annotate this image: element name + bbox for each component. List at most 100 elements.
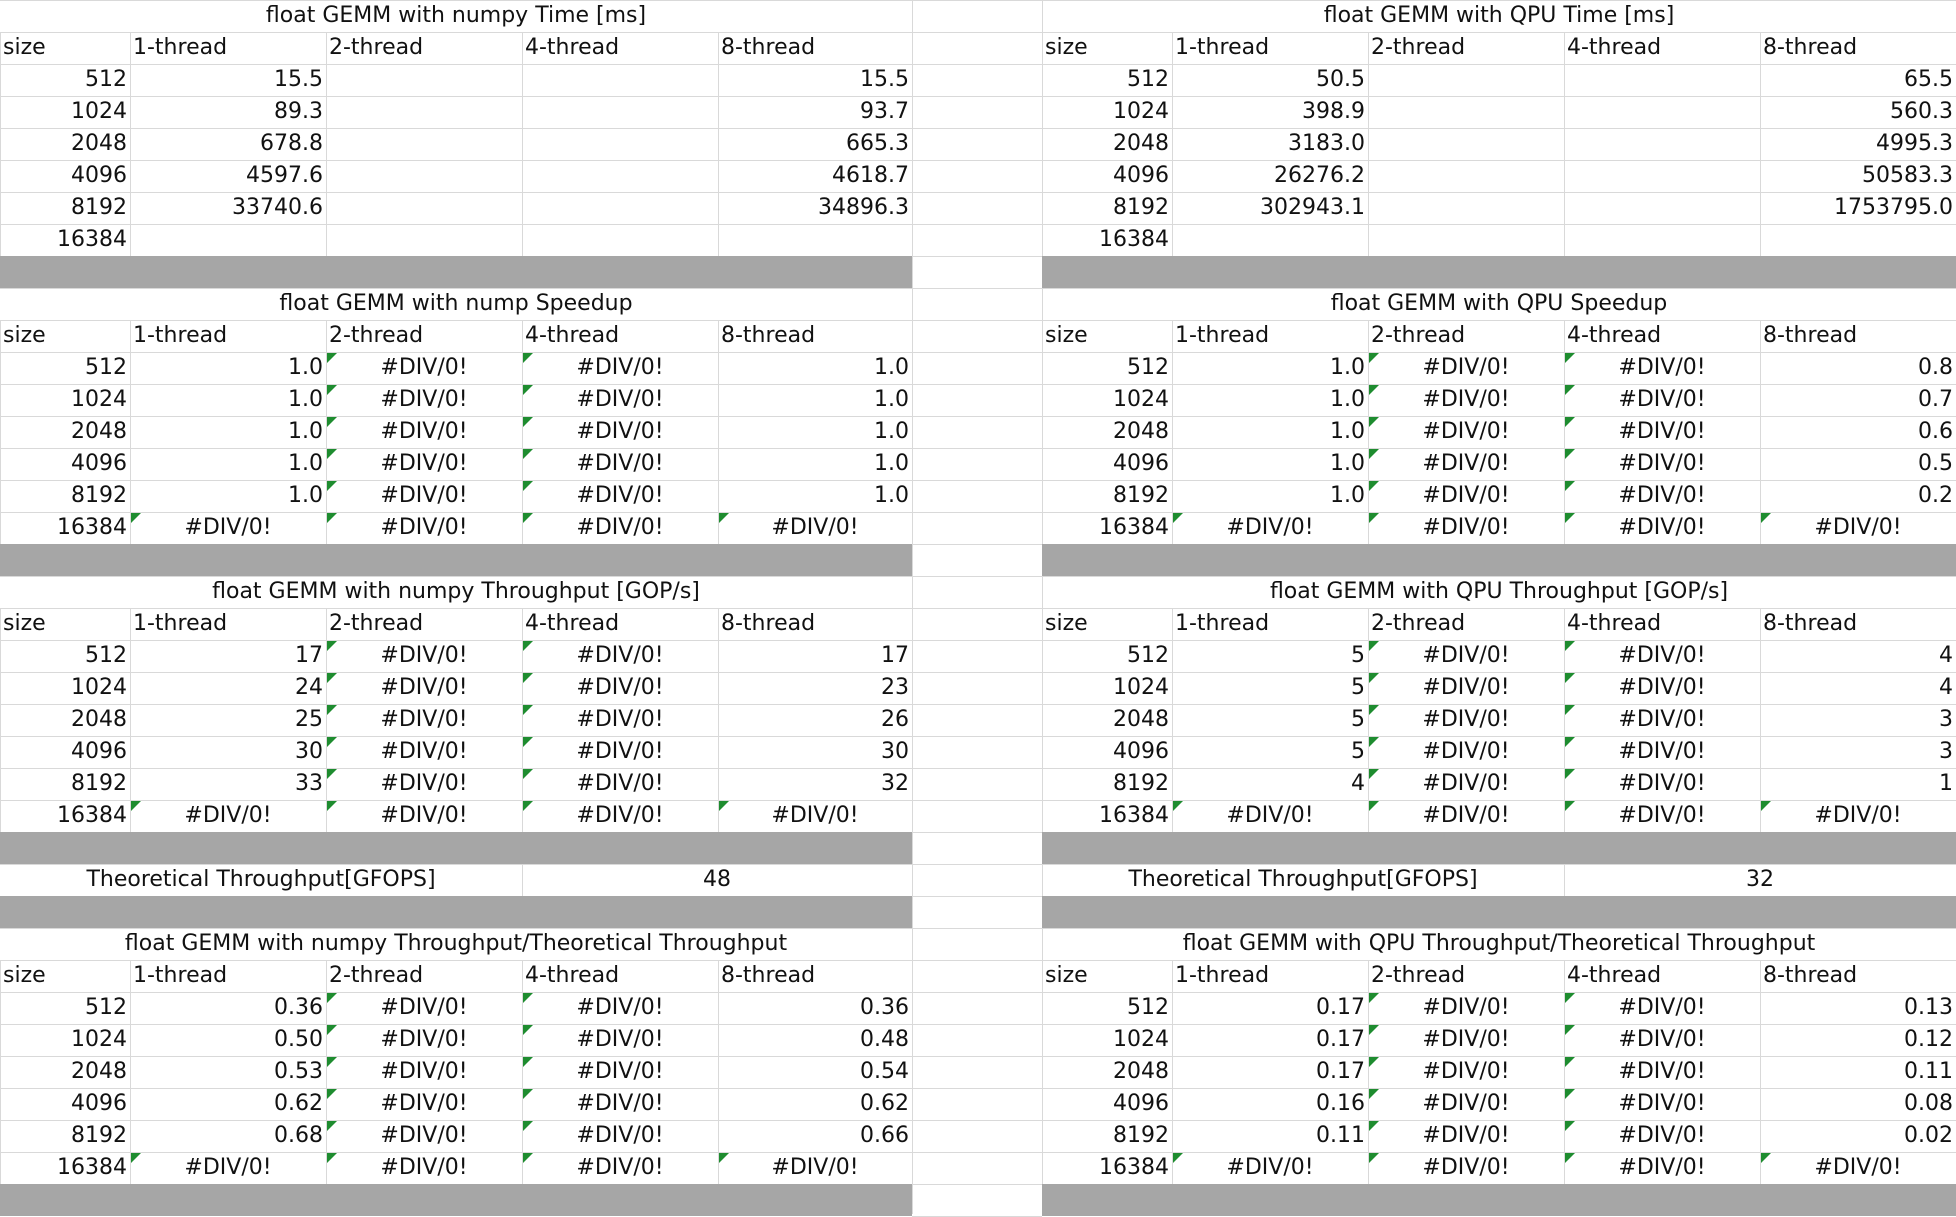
right-time-size-cell[interactable]: 2048 xyxy=(1113,131,1169,156)
right-speedup-value-cell[interactable]: 1.0 xyxy=(1330,451,1365,476)
right-ratio-value-cell[interactable]: 0.16 xyxy=(1316,1091,1365,1116)
right-throughput-header-2[interactable]: 2-thread xyxy=(1371,611,1466,636)
right-time-value-cell[interactable]: 50583.3 xyxy=(1862,163,1953,188)
left-ratio-value-cell[interactable]: #DIV/0! xyxy=(576,1059,664,1084)
right-ratio-value-cell[interactable]: #DIV/0! xyxy=(1422,1123,1510,1148)
left-time-value-cell[interactable]: 665.3 xyxy=(846,131,909,156)
left-time-header-3[interactable]: 4-thread xyxy=(525,35,620,60)
right-ratio-size-cell[interactable]: 2048 xyxy=(1113,1059,1169,1084)
right-speedup-value-cell[interactable]: #DIV/0! xyxy=(1618,451,1706,476)
left-time-value-cell[interactable]: 33740.6 xyxy=(232,195,323,220)
left-time-size-cell[interactable]: 16384 xyxy=(57,227,127,252)
right-throughput-value-cell[interactable]: #DIV/0! xyxy=(1422,643,1510,668)
left-speedup-value-cell[interactable]: #DIV/0! xyxy=(576,451,664,476)
right-ratio-value-cell[interactable]: 0.17 xyxy=(1316,995,1365,1020)
right-time-value-cell[interactable] xyxy=(1368,160,1564,192)
right-throughput-size-cell[interactable]: 512 xyxy=(1127,643,1169,668)
left-ratio-size-cell[interactable]: 16384 xyxy=(57,1155,127,1180)
right-throughput-value-cell[interactable]: #DIV/0! xyxy=(1226,803,1314,828)
right-speedup-value-cell[interactable]: 0.8 xyxy=(1918,355,1953,380)
right-speedup-size-cell[interactable]: 4096 xyxy=(1113,451,1169,476)
right-throughput-value-cell[interactable]: 5 xyxy=(1351,643,1365,668)
left-speedup-value-cell[interactable]: #DIV/0! xyxy=(771,515,859,540)
right-throughput-value-cell[interactable]: #DIV/0! xyxy=(1422,675,1510,700)
left-speedup-value-cell[interactable]: 1.0 xyxy=(874,451,909,476)
right-speedup-value-cell[interactable]: 0.6 xyxy=(1918,419,1953,444)
left-time-value-cell[interactable]: 93.7 xyxy=(860,99,909,124)
right-ratio-value-cell[interactable]: 0.11 xyxy=(1904,1059,1953,1084)
right-throughput-value-cell[interactable]: #DIV/0! xyxy=(1618,707,1706,732)
right-time-value-cell[interactable]: 26276.2 xyxy=(1274,163,1365,188)
left-time-size-cell[interactable]: 8192 xyxy=(71,195,127,220)
left-theoretical-label[interactable]: Theoretical Throughput[GFOPS] xyxy=(86,867,436,892)
right-speedup-header-2[interactable]: 2-thread xyxy=(1371,323,1466,348)
right-time-value-cell[interactable]: 398.9 xyxy=(1302,99,1365,124)
left-time-value-cell[interactable] xyxy=(326,224,522,256)
left-throughput-value-cell[interactable]: 25 xyxy=(295,707,323,732)
left-throughput-value-cell[interactable]: 26 xyxy=(881,707,909,732)
left-ratio-value-cell[interactable]: #DIV/0! xyxy=(576,1155,664,1180)
left-speedup-value-cell[interactable]: #DIV/0! xyxy=(380,387,468,412)
right-speedup-value-cell[interactable]: 0.7 xyxy=(1918,387,1953,412)
right-throughput-size-cell[interactable]: 2048 xyxy=(1113,707,1169,732)
right-ratio-header-2[interactable]: 2-thread xyxy=(1371,963,1466,988)
left-speedup-size-cell[interactable]: 16384 xyxy=(57,515,127,540)
left-time-value-cell[interactable] xyxy=(522,224,718,256)
left-throughput-value-cell[interactable]: 24 xyxy=(295,675,323,700)
right-time-size-cell[interactable]: 4096 xyxy=(1113,163,1169,188)
left-throughput-value-cell[interactable]: 23 xyxy=(881,675,909,700)
right-speedup-value-cell[interactable]: #DIV/0! xyxy=(1422,515,1510,540)
left-throughput-value-cell[interactable]: 30 xyxy=(881,739,909,764)
right-ratio-value-cell[interactable]: 0.13 xyxy=(1904,995,1953,1020)
left-ratio-value-cell[interactable]: 0.48 xyxy=(860,1027,909,1052)
left-throughput-value-cell[interactable]: #DIV/0! xyxy=(576,675,664,700)
right-speedup-header-3[interactable]: 4-thread xyxy=(1567,323,1662,348)
right-time-title[interactable]: float GEMM with QPU Time [ms] xyxy=(1323,3,1675,28)
left-ratio-value-cell[interactable]: 0.54 xyxy=(860,1059,909,1084)
left-speedup-header-2[interactable]: 2-thread xyxy=(329,323,424,348)
left-time-value-cell[interactable]: 15.5 xyxy=(860,67,909,92)
left-time-value-cell[interactable] xyxy=(326,160,522,192)
left-ratio-value-cell[interactable]: #DIV/0! xyxy=(380,1155,468,1180)
right-time-value-cell[interactable] xyxy=(1564,224,1760,256)
left-speedup-value-cell[interactable]: #DIV/0! xyxy=(380,515,468,540)
left-speedup-value-cell[interactable]: #DIV/0! xyxy=(576,483,664,508)
left-throughput-value-cell[interactable]: 33 xyxy=(295,771,323,796)
left-time-value-cell[interactable] xyxy=(522,64,718,96)
right-speedup-value-cell[interactable]: 0.2 xyxy=(1918,483,1953,508)
left-throughput-value-cell[interactable]: 30 xyxy=(295,739,323,764)
left-throughput-value-cell[interactable]: #DIV/0! xyxy=(184,803,272,828)
right-speedup-value-cell[interactable]: #DIV/0! xyxy=(1618,355,1706,380)
right-throughput-value-cell[interactable]: 1 xyxy=(1939,771,1953,796)
left-speedup-value-cell[interactable]: 1.0 xyxy=(288,387,323,412)
right-throughput-value-cell[interactable]: #DIV/0! xyxy=(1618,739,1706,764)
right-ratio-value-cell[interactable]: #DIV/0! xyxy=(1814,1155,1902,1180)
left-ratio-value-cell[interactable]: 0.50 xyxy=(274,1027,323,1052)
left-ratio-size-cell[interactable]: 512 xyxy=(85,995,127,1020)
right-time-value-cell[interactable] xyxy=(1368,96,1564,128)
right-time-header-2[interactable]: 2-thread xyxy=(1371,35,1466,60)
left-speedup-size-cell[interactable]: 4096 xyxy=(71,451,127,476)
right-speedup-value-cell[interactable]: #DIV/0! xyxy=(1618,483,1706,508)
right-throughput-size-cell[interactable]: 8192 xyxy=(1113,771,1169,796)
right-speedup-value-cell[interactable]: #DIV/0! xyxy=(1618,515,1706,540)
right-time-value-cell[interactable]: 4995.3 xyxy=(1876,131,1953,156)
left-speedup-size-cell[interactable]: 8192 xyxy=(71,483,127,508)
right-ratio-size-cell[interactable]: 8192 xyxy=(1113,1123,1169,1148)
right-ratio-value-cell[interactable]: 0.17 xyxy=(1316,1027,1365,1052)
left-time-header-4[interactable]: 8-thread xyxy=(721,35,816,60)
left-time-size-cell[interactable]: 2048 xyxy=(71,131,127,156)
left-ratio-value-cell[interactable]: #DIV/0! xyxy=(380,1091,468,1116)
left-ratio-header-2[interactable]: 2-thread xyxy=(329,963,424,988)
left-ratio-value-cell[interactable]: 0.36 xyxy=(860,995,909,1020)
right-throughput-value-cell[interactable]: #DIV/0! xyxy=(1618,643,1706,668)
left-speedup-value-cell[interactable]: #DIV/0! xyxy=(380,483,468,508)
right-throughput-size-cell[interactable]: 4096 xyxy=(1113,739,1169,764)
right-time-value-cell[interactable] xyxy=(1564,160,1760,192)
left-ratio-value-cell[interactable]: #DIV/0! xyxy=(380,995,468,1020)
right-ratio-value-cell[interactable]: #DIV/0! xyxy=(1618,1123,1706,1148)
left-speedup-value-cell[interactable]: 1.0 xyxy=(874,387,909,412)
right-time-value-cell[interactable] xyxy=(1368,192,1564,224)
left-ratio-value-cell[interactable]: #DIV/0! xyxy=(184,1155,272,1180)
left-ratio-size-cell[interactable]: 4096 xyxy=(71,1091,127,1116)
